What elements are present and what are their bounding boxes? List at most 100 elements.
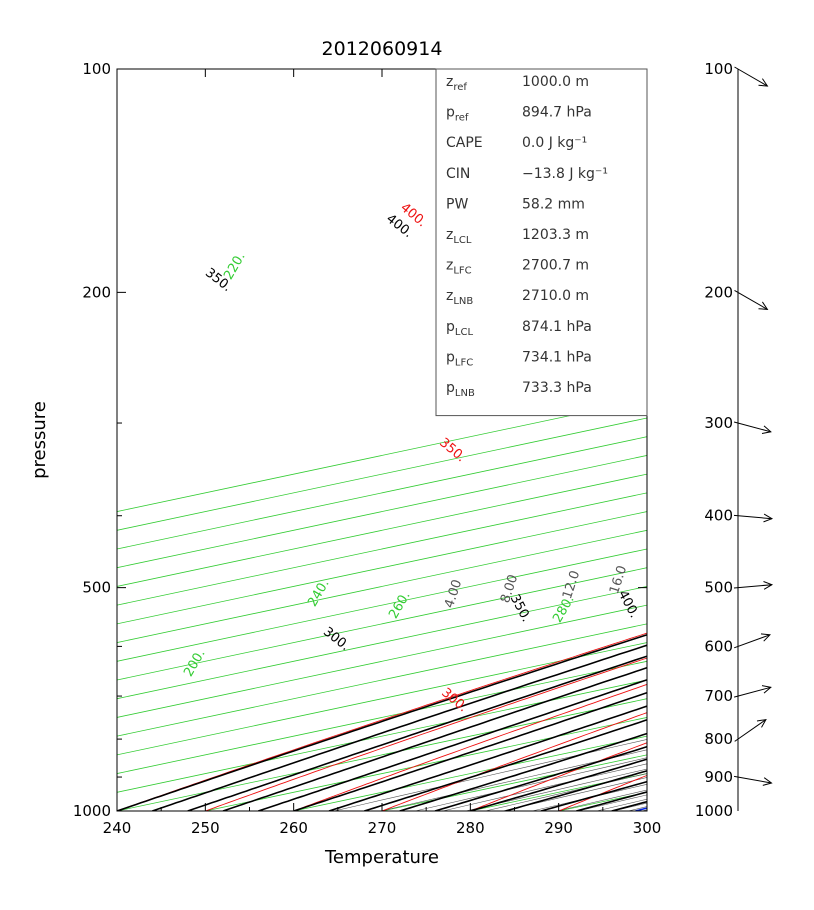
wind-arrow-head <box>763 513 774 523</box>
chart-title: 2012060914 <box>322 38 443 60</box>
wind-arrow-head <box>758 78 769 87</box>
info-row-label: pLNB <box>446 380 475 399</box>
x-tick-label: 250 <box>191 819 220 837</box>
mixing-ratio-line <box>577 794 647 811</box>
info-row-value: 58.2 mm <box>522 196 585 212</box>
info-row-label: zLCL <box>446 227 472 246</box>
y-tick-label: 500 <box>82 579 111 597</box>
wind-arrow-head <box>762 777 773 786</box>
dry-adiabat-line <box>293 683 647 811</box>
wind-arrow-shaft <box>733 421 771 433</box>
dry-adiabat-line <box>470 742 647 811</box>
moist-adiabat-line <box>152 644 647 811</box>
moist-adiabat-line <box>682 69 814 811</box>
isotherm-line <box>117 567 647 681</box>
mixing-ratio-line <box>485 773 647 811</box>
moist-adiabat-line <box>117 633 647 811</box>
y-tick-label: 200 <box>82 283 111 301</box>
isotherms <box>117 398 647 811</box>
info-row-value: 1203.3 m <box>522 227 589 243</box>
wind-level-label: 100 <box>704 60 733 78</box>
mixing-ratio-line <box>380 749 647 811</box>
info-row-value: 734.1 hPa <box>522 349 592 365</box>
mixing-ratio-line <box>655 516 814 811</box>
info-row-label: zLNB <box>446 288 473 307</box>
dry-adiabat-line <box>117 632 647 811</box>
moist-adiabat-line <box>258 678 647 811</box>
wind-level-label: 1000 <box>695 802 733 820</box>
info-row-value: 1000.0 m <box>522 74 589 90</box>
info-row-value: 874.1 hPa <box>522 319 592 335</box>
info-row-label: pLCL <box>446 319 473 338</box>
isotherm-line <box>117 473 647 587</box>
wind-level-label: 500 <box>704 579 733 597</box>
info-row-value: 733.3 hPa <box>522 380 592 396</box>
mixing-ratio-lines <box>333 516 814 811</box>
x-tick-label: 300 <box>633 819 662 837</box>
info-row-value: 894.7 hPa <box>522 105 592 121</box>
sounding-info-box: zref 1000.0 m pref 894.7 hPa CAPE 0.0 J kg⁻¹ C… <box>435 68 648 417</box>
dry-adiabat-line <box>735 69 814 811</box>
plot-area: 200.220.240. 260. 280.300.350.400.300.350.… <box>117 69 814 811</box>
isotherm-line <box>117 417 647 531</box>
info-row-value: −13.8 J kg⁻¹ <box>522 166 608 182</box>
wind-arrow-shaft <box>733 686 771 698</box>
isotherm-line <box>117 529 647 643</box>
wind-arrow-shaft <box>734 66 768 87</box>
isotherm-line <box>117 642 647 756</box>
info-row-label: pLFC <box>446 349 473 368</box>
x-tick-label: 240 <box>103 819 132 837</box>
theta-label: 350. <box>436 435 468 465</box>
mixing-ratio-label: 4.00 <box>442 578 465 610</box>
mixing-ratio-line <box>465 768 647 811</box>
mixing-ratio-line <box>333 739 647 811</box>
wind-arrow-head <box>761 425 772 434</box>
wind-arrow-head <box>756 718 767 728</box>
isotherm-line <box>117 455 647 569</box>
isotherm-line <box>117 492 647 606</box>
wind-arrow-shaft <box>733 514 772 520</box>
moist-adiabat-line <box>364 718 647 811</box>
isotherm-line <box>117 660 647 774</box>
theta-label: 300. <box>438 685 470 715</box>
mixing-ratio-line <box>628 806 647 811</box>
info-row-label: zref <box>446 74 467 93</box>
wind-arrow-head <box>763 581 774 590</box>
wind-arrow-shaft <box>734 289 768 310</box>
mixing-ratio-line <box>442 763 647 811</box>
isotherm-line <box>117 436 647 550</box>
isotherm-label: 240. <box>305 577 332 610</box>
isotherm-label: 260. <box>386 589 413 622</box>
wind-arrow-head <box>761 685 772 694</box>
wind-profile: 100 200 300 400 500 600 700 800 900 1000 <box>695 60 774 820</box>
info-row-label: PW <box>446 196 468 212</box>
wind-level-label: 400 <box>704 507 733 525</box>
y-tick-label: 100 <box>82 60 111 78</box>
info-box-frame <box>435 68 648 417</box>
info-row-value: 2700.7 m <box>522 258 589 274</box>
info-row-label: CIN <box>446 166 470 182</box>
dry-adiabat-line <box>381 712 647 811</box>
wind-level-label: 200 <box>704 283 733 301</box>
wind-arrow-head <box>760 633 771 642</box>
moist-adiabat-line <box>293 691 647 811</box>
wind-level-label: 300 <box>704 414 733 432</box>
wind-arrow-head <box>758 301 769 310</box>
mixing-ratio-label: 12.0 <box>560 569 583 601</box>
wind-arrow-shaft <box>733 584 772 589</box>
wind-arrow-shaft <box>734 719 767 742</box>
wind-level-label: 700 <box>704 687 733 705</box>
mixing-ratio-line <box>641 809 647 811</box>
mixing-ratio-line <box>613 802 647 811</box>
isotherm-line <box>117 511 647 625</box>
isotherm-line <box>117 604 647 718</box>
info-row-value: 0.0 J kg⁻¹ <box>522 135 587 151</box>
isotherm-line <box>117 548 647 662</box>
mixing-ratio-line <box>415 757 647 811</box>
axes: 240 250 260 270 280 290 300 100 200 500 1000 <box>73 60 662 837</box>
x-tick-label: 280 <box>456 819 485 837</box>
dry-adiabats <box>117 69 814 811</box>
x-axis-title: Temperature <box>324 847 439 868</box>
info-row-value: 2710.0 m <box>522 288 589 304</box>
